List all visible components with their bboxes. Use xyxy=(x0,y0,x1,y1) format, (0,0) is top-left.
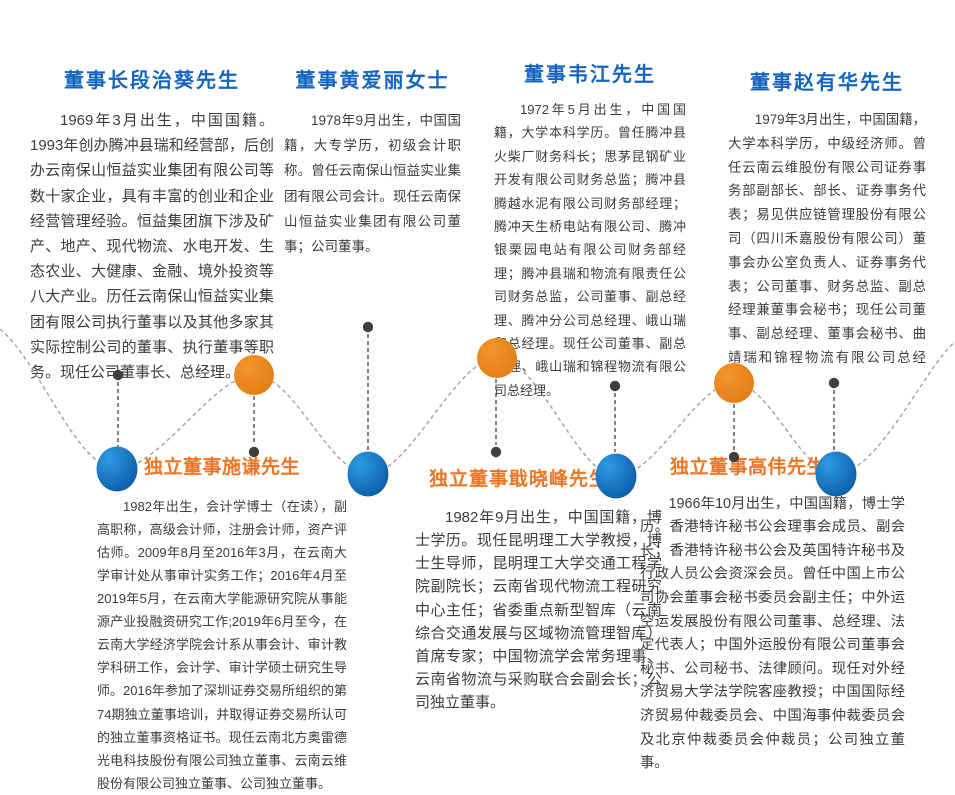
profile-bio: 1969年3月出生，中国国籍。1993年创办腾冲县瑞和经营部，后创办云南保山恒益… xyxy=(30,112,274,382)
profile-director-wei-jiang: 董事韦江先生 1972年5月出生，中国国籍，大学本科学历。曾任腾冲县火柴厂财务科… xyxy=(494,62,686,402)
profile-title: 独立董事戢晓峰先生 xyxy=(429,469,610,490)
profile-independent-director-ji-xiaofeng: 独立董事戢晓峰先生 1982年9月出生，中国国籍，博士学历。现任昆明理工大学教授… xyxy=(415,468,662,715)
timeline-node-blue xyxy=(347,451,389,497)
profile-bio: 1966年10月出生，中国国籍，博士学历。香港特许秘书公会理事会成员、副会长；香… xyxy=(640,495,905,772)
profile-director-huang-aili: 董事黄爱丽女士 1978年9月出生，中国国籍，大专学历，初级会计职称。曾任云南保… xyxy=(284,68,461,259)
profile-independent-director-gao-wei: 独立董事高伟先生 1966年10月出生，中国国籍，博士学历。香港特许秘书公会理事… xyxy=(640,456,905,776)
connector-dot xyxy=(362,321,374,333)
profile-title: 独立董事施谦先生 xyxy=(143,457,300,478)
connector-dot xyxy=(490,446,502,458)
profile-bio: 1979年3月出生，中国国籍，大学本科学历，中级经济师。曾任云南云维股份有限公司… xyxy=(728,112,926,389)
profile-bio: 1982年9月出生，中国国籍，博士学历。现任昆明理工大学教授，博士生导师，昆明理… xyxy=(415,508,662,712)
profile-title: 董事韦江先生 xyxy=(524,64,656,86)
profile-bio: 1978年9月出生，中国国籍，大专学历，初级会计职称。曾任云南保山恒益实业集团有… xyxy=(284,113,461,255)
profile-bio: 1982年出生，会计学博士（在读），副高职称，高级会计师，注册会计师，资产评估师… xyxy=(97,498,347,791)
profile-director-zhao-youhua: 董事赵有华先生 1979年3月出生，中国国籍，大学本科学历，中级经济师。曾任云南… xyxy=(728,70,926,394)
profile-bio: 1972年5月出生，中国国籍，大学本科学历。曾任腾冲县火柴厂财务科长；思茅昆钢矿… xyxy=(494,102,686,398)
profile-independent-director-shi-qian: 独立董事施谦先生 1982年出生，会计学博士（在读），副高职称，高级会计师，注册… xyxy=(97,456,347,795)
profile-chairman-duan-zhikui: 董事长段治葵先生 1969年3月出生，中国国籍。1993年创办腾冲县瑞和经营部，… xyxy=(30,68,274,385)
profile-title: 董事黄爱丽女士 xyxy=(295,70,450,92)
profile-title: 董事赵有华先生 xyxy=(750,72,904,94)
profile-title: 董事长段治葵先生 xyxy=(64,70,240,92)
profile-title: 独立董事高伟先生 xyxy=(670,457,827,478)
